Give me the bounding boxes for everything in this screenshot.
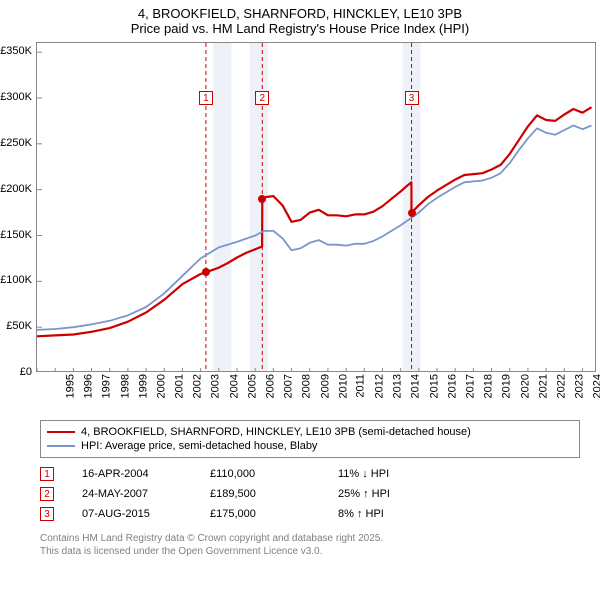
event-marker-badge: 2: [255, 91, 269, 105]
x-tick-label: 2003: [210, 374, 222, 398]
x-tick-label: 2024: [592, 374, 600, 398]
y-tick-label: £150K: [0, 229, 32, 241]
x-tick-label: 2015: [428, 374, 440, 398]
legend-swatch: [47, 431, 75, 433]
x-tick-label: 2001: [174, 374, 186, 398]
x-tick-label: 1995: [64, 374, 76, 398]
x-tick-label: 2021: [537, 374, 549, 398]
y-tick-label: £100K: [0, 274, 32, 286]
x-axis-labels: 1995 1996 1997 1998 1999 2000 2001 2002 2003 2004…: [36, 372, 596, 412]
credit-line-2: This data is licensed under the Open Gov…: [40, 545, 580, 558]
legend-swatch: [47, 445, 75, 447]
event-date: 16-APR-2004: [82, 468, 182, 480]
event-delta: 8% ↑ HPI: [338, 508, 438, 520]
x-tick-label: 2023: [574, 374, 586, 398]
event-price: £175,000: [210, 508, 310, 520]
x-tick-label: 2019: [501, 374, 513, 398]
plot-svg: [37, 43, 596, 372]
x-tick-label: 1999: [137, 374, 149, 398]
event-delta: 11% ↓ HPI: [338, 468, 438, 480]
event-marker-badge: 1: [199, 91, 213, 105]
x-tick-label: 2004: [228, 374, 240, 398]
plot-area: 1 2 3: [36, 42, 596, 372]
x-tick-label: 2013: [392, 374, 404, 398]
event-badge: 1: [40, 467, 54, 481]
event-marker-badge: 3: [405, 91, 419, 105]
legend-row: HPI: Average price, semi-detached house,…: [47, 439, 573, 453]
y-tick-label: £300K: [0, 91, 32, 103]
x-tick-label: 2006: [264, 374, 276, 398]
x-tick-label: 2012: [374, 374, 386, 398]
x-tick-label: 1998: [119, 374, 131, 398]
title-line-1: 4, BROOKFIELD, SHARNFORD, HINCKLEY, LE10…: [0, 6, 600, 21]
title-line-2: Price paid vs. HM Land Registry's House …: [0, 21, 600, 36]
x-tick-label: 2005: [246, 374, 258, 398]
chart-container: 4, BROOKFIELD, SHARNFORD, HINCKLEY, LE10…: [0, 0, 600, 558]
x-tick-label: 2009: [319, 374, 331, 398]
x-tick-label: 2022: [555, 374, 567, 398]
x-tick-label: 2000: [155, 374, 167, 398]
x-tick-label: 2018: [483, 374, 495, 398]
event-row: 1 16-APR-2004 £110,000 11% ↓ HPI: [40, 464, 580, 484]
chart-titles: 4, BROOKFIELD, SHARNFORD, HINCKLEY, LE10…: [0, 0, 600, 36]
sale-point-dot: [408, 209, 416, 217]
x-tick-label: 2014: [410, 374, 422, 398]
event-price: £189,500: [210, 488, 310, 500]
sale-point-dot: [202, 268, 210, 276]
y-tick-label: £250K: [0, 137, 32, 149]
x-tick-label: 2020: [519, 374, 531, 398]
event-row: 2 24-MAY-2007 £189,500 25% ↑ HPI: [40, 484, 580, 504]
events-table: 1 16-APR-2004 £110,000 11% ↓ HPI 2 24-MAY-200…: [40, 464, 580, 524]
x-tick-label: 2011: [355, 374, 367, 398]
y-tick-label: £200K: [0, 183, 32, 195]
event-badge: 2: [40, 487, 54, 501]
legend-row: 4, BROOKFIELD, SHARNFORD, HINCKLEY, LE10…: [47, 425, 573, 439]
event-delta: 25% ↑ HPI: [338, 488, 438, 500]
legend-label: 4, BROOKFIELD, SHARNFORD, HINCKLEY, LE10…: [81, 426, 471, 438]
legend: 4, BROOKFIELD, SHARNFORD, HINCKLEY, LE10…: [40, 420, 580, 458]
y-tick-label: £0: [20, 366, 32, 378]
sale-point-dot: [258, 195, 266, 203]
y-tick-label: £350K: [0, 45, 32, 57]
x-tick-label: 1996: [83, 374, 95, 398]
event-price: £110,000: [210, 468, 310, 480]
x-tick-label: 1997: [101, 374, 113, 398]
x-tick-label: 2008: [301, 374, 313, 398]
event-row: 3 07-AUG-2015 £175,000 8% ↑ HPI: [40, 504, 580, 524]
y-tick-label: £50K: [6, 320, 32, 332]
y-axis-labels: £0£50K£100K£150K£200K£250K£300K£350K: [0, 42, 34, 372]
event-badge: 3: [40, 507, 54, 521]
x-tick-label: 2002: [192, 374, 204, 398]
credit-line-1: Contains HM Land Registry data © Crown c…: [40, 532, 580, 545]
x-tick-label: 2007: [283, 374, 295, 398]
x-tick-label: 2017: [464, 374, 476, 398]
legend-label: HPI: Average price, semi-detached house,…: [81, 440, 317, 452]
x-tick-label: 2016: [446, 374, 458, 398]
event-date: 24-MAY-2007: [82, 488, 182, 500]
credits: Contains HM Land Registry data © Crown c…: [40, 532, 580, 558]
x-tick-label: 2010: [337, 374, 349, 398]
event-date: 07-AUG-2015: [82, 508, 182, 520]
